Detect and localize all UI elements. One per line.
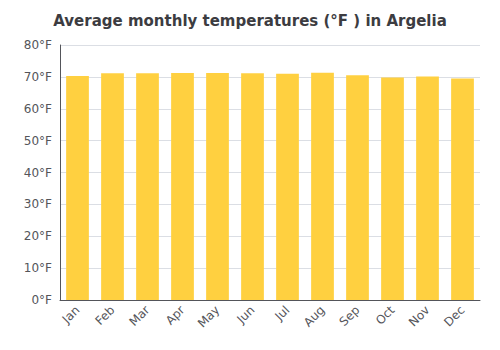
svg-text:50°F: 50°F: [24, 134, 52, 148]
svg-text:Feb: Feb: [93, 303, 118, 328]
svg-text:Oct: Oct: [373, 303, 398, 328]
svg-text:0°F: 0°F: [31, 293, 52, 307]
svg-text:Jan: Jan: [59, 303, 83, 327]
svg-text:May: May: [195, 303, 222, 330]
svg-text:Jun: Jun: [234, 303, 258, 327]
svg-text:20°F: 20°F: [24, 229, 52, 243]
svg-text:Jul: Jul: [272, 303, 293, 324]
svg-text:80°F: 80°F: [24, 38, 52, 52]
svg-text:10°F: 10°F: [24, 261, 52, 275]
svg-text:Sep: Sep: [337, 303, 363, 329]
svg-text:60°F: 60°F: [24, 102, 52, 116]
svg-text:Aug: Aug: [301, 303, 327, 329]
svg-text:Apr: Apr: [163, 303, 188, 328]
svg-text:30°F: 30°F: [24, 197, 52, 211]
svg-text:70°F: 70°F: [24, 70, 52, 84]
svg-text:Average monthly temperatures (: Average monthly temperatures (°F ) in Ar…: [53, 12, 447, 30]
svg-text:Nov: Nov: [406, 303, 432, 329]
svg-text:40°F: 40°F: [24, 166, 52, 180]
svg-text:Mar: Mar: [127, 303, 153, 329]
svg-text:Dec: Dec: [441, 303, 467, 329]
